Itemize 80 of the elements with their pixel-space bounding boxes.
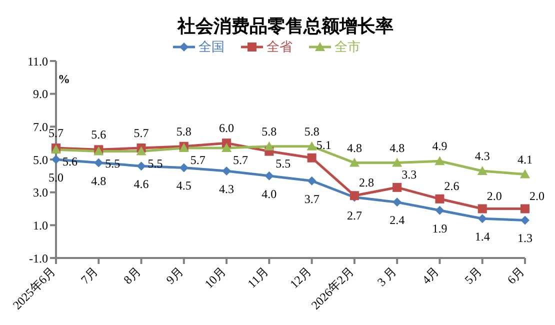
- data-label: 2.0: [486, 188, 502, 203]
- x-tick-label: 10月: [202, 264, 229, 292]
- data-label: 4.8: [91, 174, 106, 188]
- x-tick-label: 12月: [287, 264, 314, 292]
- point: [477, 166, 488, 175]
- point: [307, 176, 316, 186]
- data-label: 4.5: [176, 178, 192, 193]
- y-tick-label: 3.0: [33, 186, 48, 200]
- data-label: 4.8: [346, 140, 362, 155]
- y-tick-label: 7.0: [33, 120, 48, 134]
- x-tick-label: 6月: [504, 264, 528, 287]
- point: [222, 166, 232, 176]
- data-label: 5.7: [48, 126, 64, 140]
- data-label: 3.3: [402, 167, 417, 182]
- data-label: 4.6: [134, 177, 149, 192]
- data-label: 1.3: [518, 231, 532, 246]
- legend-label: 全国: [198, 38, 224, 56]
- data-label: 3.7: [304, 192, 320, 206]
- point: [349, 158, 360, 167]
- point: [264, 171, 274, 180]
- data-label: 4.1: [518, 152, 532, 166]
- x-tick-label: 3 月: [374, 264, 400, 289]
- data-label: 1.4: [474, 230, 490, 244]
- data-label: 4.3: [474, 148, 490, 163]
- point: [520, 204, 530, 214]
- point: [478, 214, 487, 224]
- data-label: 4.0: [262, 186, 277, 201]
- point: [264, 141, 274, 150]
- data-label: 6.0: [219, 121, 234, 136]
- data-label: 5.6: [91, 128, 106, 142]
- data-label: 5.1: [316, 138, 332, 152]
- point: [435, 206, 444, 215]
- data-label: 2.8: [358, 176, 374, 190]
- point: [52, 155, 60, 164]
- point: [392, 158, 402, 167]
- data-label: 5.7: [233, 153, 248, 168]
- point: [520, 216, 530, 225]
- point: [307, 153, 316, 162]
- legend-label: 全省: [266, 38, 292, 56]
- point: [306, 141, 317, 150]
- data-label: 4.8: [390, 140, 405, 155]
- point: [392, 182, 402, 192]
- point: [478, 204, 487, 214]
- x-tick-label: 8月: [120, 264, 144, 287]
- x-tick-label: 11月: [244, 264, 272, 291]
- x-tick-label: 9月: [163, 264, 186, 287]
- data-label: 5.5: [276, 156, 291, 170]
- data-label: 4.9: [432, 139, 448, 154]
- data-label: 2.6: [444, 178, 460, 193]
- data-label: 5.7: [190, 153, 206, 168]
- y-tick-label: 11.0: [27, 54, 48, 68]
- legend-label: 全市: [334, 38, 360, 56]
- point: [136, 162, 146, 171]
- data-label: 5.7: [134, 126, 149, 140]
- data-label: 2.0: [530, 188, 544, 203]
- y-axis-title: %: [58, 72, 70, 87]
- y-tick-label: 5.0: [33, 152, 48, 167]
- data-label: 5.0: [48, 170, 64, 184]
- y-tick-label: 1.0: [33, 218, 48, 232]
- data-label: 5.8: [262, 124, 277, 138]
- data-label: 4.3: [219, 182, 234, 196]
- data-label: 5.8: [304, 124, 320, 138]
- point: [136, 146, 146, 156]
- point: [435, 194, 444, 204]
- data-label: 5.8: [176, 124, 192, 138]
- point: [392, 198, 402, 207]
- x-tick-label: 5月: [462, 264, 484, 287]
- point: [179, 163, 188, 172]
- data-label: 2.7: [346, 208, 362, 222]
- point: [434, 156, 445, 166]
- point: [94, 158, 104, 168]
- data-label: 2.4: [390, 213, 405, 228]
- point: [520, 169, 530, 178]
- x-tick-label: 4月: [419, 264, 442, 287]
- data-label: 1.9: [432, 221, 448, 236]
- point: [222, 143, 232, 152]
- chart-title: 社会消费品零售总额增长率: [176, 15, 394, 38]
- y-tick-label: 9.0: [33, 87, 48, 102]
- x-tick-label: 7月: [78, 264, 101, 287]
- y-tick-label: -1.0: [29, 251, 48, 266]
